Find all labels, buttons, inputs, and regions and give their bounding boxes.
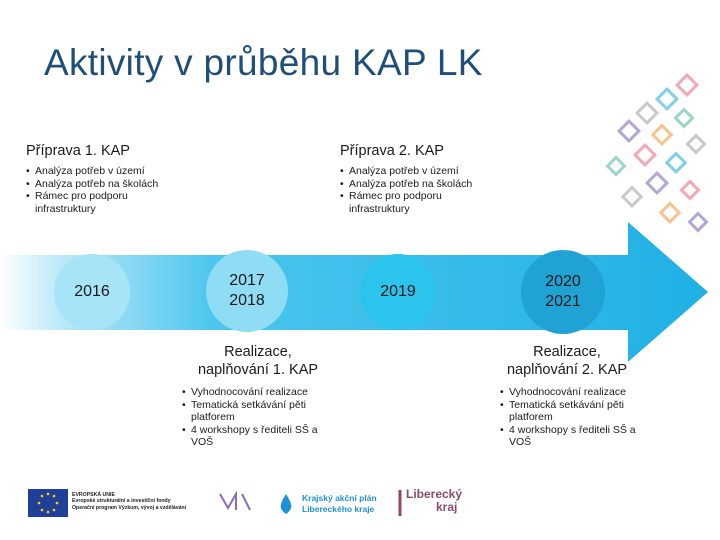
impl2-bullet-list: Vyhodnocování realizace Tematická setkáv… (500, 386, 640, 449)
eu-logo-line: EVROPSKÁ UNIE (72, 492, 115, 498)
impl1-heading: Realizace, naplňování 1. KAP (197, 344, 319, 378)
diamond-decoration (605, 72, 709, 233)
kap-logo-icon (280, 494, 292, 514)
year-circle-2019: 2019 (360, 254, 436, 330)
logo-bar: EVROPSKÁ UNIE Evropské strukturální a in… (0, 484, 720, 534)
prep2-bullet: Analýza potřeb v území (340, 165, 490, 178)
kap-logo-text: Krajský akční plán Libereckého kraje (302, 493, 377, 515)
prep2-bullet-list: Analýza potřeb v území Analýza potřeb na… (340, 165, 490, 215)
lk-logo-line: kraj (436, 500, 458, 514)
prep1-bullet: Analýza potřeb v území (26, 165, 176, 178)
impl2-bullet: Vyhodnocování realizace (500, 386, 640, 399)
timeline-arrow (0, 222, 708, 362)
prep2-heading: Příprava 2. KAP (340, 143, 444, 159)
logo-graphics (28, 489, 402, 517)
kap-logo-line: Libereckého kraje (302, 504, 375, 514)
eu-logo-text: EVROPSKÁ UNIE Evropské strukturální a in… (72, 492, 186, 511)
kap-logo-line: Krajský akční plán (302, 493, 377, 503)
prep1-bullet-list: Analýza potřeb v území Analýza potřeb na… (26, 165, 176, 215)
prep1-bullet: Rámec pro podporu infrastruktury (26, 190, 176, 215)
eu-logo-line: Evropské strukturální a investiční fondy (72, 498, 171, 505)
page-title: Aktivity v průběhu KAP LK (44, 42, 483, 83)
liberecky-kraj-logo-text: Liberecký kraj (406, 488, 462, 514)
prep1-bullet: Analýza potřeb na školách (26, 178, 176, 191)
prep2-bullet: Rámec pro podporu infrastruktury (340, 190, 490, 215)
eu-logo-line: Operační program Výzkum, vývoj a vzděláv… (72, 504, 187, 511)
prep1-heading: Příprava 1. KAP (26, 143, 130, 159)
impl2-heading: Realizace, naplňování 2. KAP (506, 344, 628, 378)
impl1-bullet: Vyhodnocování realizace (182, 386, 322, 399)
impl1-bullet-list: Vyhodnocování realizace Tematická setkáv… (182, 386, 322, 449)
impl1-bullet: 4 workshopy s řediteli SŠ a VOŠ (182, 424, 322, 449)
impl2-bullet: 4 workshopy s řediteli SŠ a VOŠ (500, 424, 640, 449)
impl1-bullet: Tematická setkávání pěti platforem (182, 399, 322, 424)
year-circle-2020-2021: 2020 2021 (521, 250, 605, 334)
year-circle-2017-2018: 2017 2018 (206, 250, 288, 332)
impl2-bullet: Tematická setkávání pěti platforem (500, 399, 640, 424)
year-circle-2016: 2016 (54, 254, 130, 330)
prep2-bullet: Analýza potřeb na školách (340, 178, 490, 191)
msmt-logo-icon (219, 490, 251, 511)
lk-logo-line: Liberecký (406, 487, 463, 501)
